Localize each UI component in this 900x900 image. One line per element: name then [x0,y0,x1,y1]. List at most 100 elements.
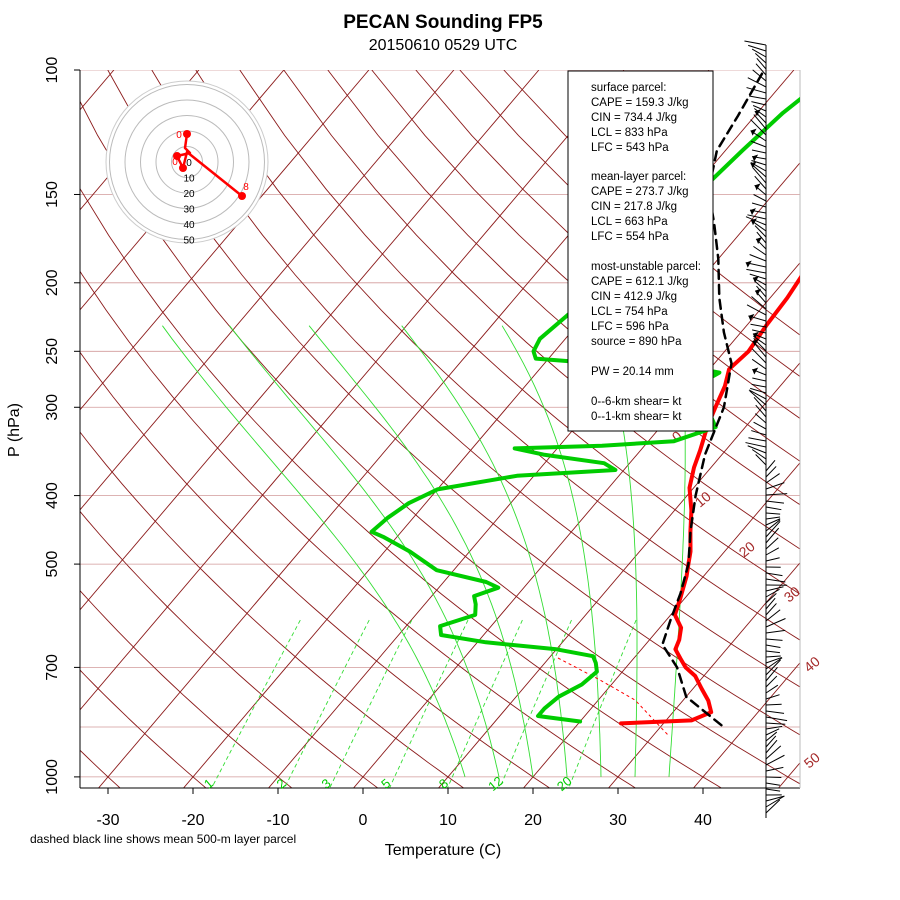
moist-adiabat-line [668,325,686,777]
wind-barb [746,304,767,316]
wind-barb [755,404,767,418]
surface-cape: CAPE = 159.3 J/kg [591,97,689,109]
y-tick-label: 150 [44,181,61,208]
wind-barb [754,108,767,118]
wind-barb [765,655,781,658]
wind-barb [751,160,767,166]
wind-barb [765,629,786,634]
shear-0-1km: 0--1-km shear= kt [591,411,682,423]
mean-layer-cin: CIN = 217.8 J/kg [591,201,677,213]
wind-barb [765,597,776,610]
wind-barb [765,735,777,748]
wind-barb-flag [745,260,752,268]
y-tick-label: 700 [44,654,61,681]
wind-barb [753,194,767,202]
moist-adiabat-lines [162,325,686,778]
wind-barb [765,731,778,742]
wind-barb [765,512,781,515]
x-tick-label: -10 [266,812,289,829]
isobar-lines [80,70,800,778]
wind-barb [749,254,767,262]
dry-adiabat-line [80,187,723,788]
isotherm-line [522,462,800,788]
dry-adiabat-line [80,431,465,788]
wind-barb [752,377,767,382]
moist-adiabat-line [162,325,466,778]
wind-barb [765,782,781,786]
hodograph-ring [124,99,250,225]
wind-barb [765,603,777,616]
dry-adiabat-line [239,70,800,595]
hodograph-ring-label: 20 [183,189,195,200]
wind-barb [751,358,767,370]
wind-barb [765,638,783,641]
wind-barb [748,389,767,400]
moist-adiabat-line [401,325,568,777]
dry-adiabat-line [80,589,293,788]
isotherm-line [80,70,200,211]
wind-barb [751,329,767,334]
wind-barb [765,482,785,490]
moist-adiabat-line [229,325,500,777]
mixing-ratio-line [447,619,523,788]
mixing-ratio-line [568,619,637,788]
wind-barb [751,101,767,106]
hodograph-point [238,192,246,200]
surface-parcel-heading: surface parcel: [591,82,666,94]
most-unstable-cape: CAPE = 612.1 J/kg [591,276,689,288]
wind-barb [753,335,767,346]
dry-adiabat-line [80,270,637,788]
wind-barb [753,114,767,130]
wind-barb [765,493,788,496]
wind-barb [753,421,767,430]
wind-barb [745,216,767,226]
wind-barb [765,722,786,725]
x-ticks: -30 -20 -10 0 10 20 30 40 [96,788,712,829]
moist-adiabat-line [308,325,534,777]
wind-barb [765,716,788,722]
wind-barb-flag [750,161,757,169]
wind-barb [765,795,784,802]
mixing-ratio-lines [211,619,637,788]
precipitable-water: PW = 20.14 mm [591,366,674,378]
wind-barb [765,675,778,688]
wind-barb [751,348,767,364]
wind-barb-flag [748,313,755,321]
temperature-line [619,274,800,726]
wind-barb [765,703,782,706]
wind-barb-flag [752,275,759,283]
isotherm-line [692,662,800,788]
hodograph-ring-label: 30 [183,205,195,216]
wind-barb [765,728,780,736]
dry-adiabat-line [80,669,207,788]
dry-adiabat-label: 50 [801,749,823,771]
wind-barb [755,454,767,466]
surface-lcl: LCL = 833 hPa [591,127,668,139]
wind-barb [765,459,776,472]
hodograph-ring-label: 50 [183,236,195,247]
chart-title: PECAN Sounding FP5 [343,12,543,33]
isotherm-line [80,70,540,611]
wind-barb [765,694,780,700]
y-tick-label: 300 [44,394,61,421]
wind-barb [755,63,767,76]
wind-barb [765,754,785,766]
moist-adiabat-line [501,325,602,777]
wind-barb [753,396,767,412]
mixing-ratio-labels: 1 2 3 5 8 12 20 [201,773,575,794]
dry-adiabat-label: 40 [801,653,823,675]
wind-barb [765,739,778,754]
wind-barb [765,788,781,792]
most-unstable-lfc: LFC = 596 hPa [591,321,669,333]
shear-0-6km: 0--6-km shear= kt [591,396,682,408]
wind-barb [749,390,767,406]
x-tick-label: 10 [439,812,457,829]
y-tick-label: 100 [44,57,61,84]
wind-barb [765,667,778,682]
wind-barb [765,506,782,511]
wind-barb [765,519,781,532]
y-tick-label: 500 [44,551,61,578]
wind-barb [765,650,780,654]
wind-barb [765,618,786,628]
